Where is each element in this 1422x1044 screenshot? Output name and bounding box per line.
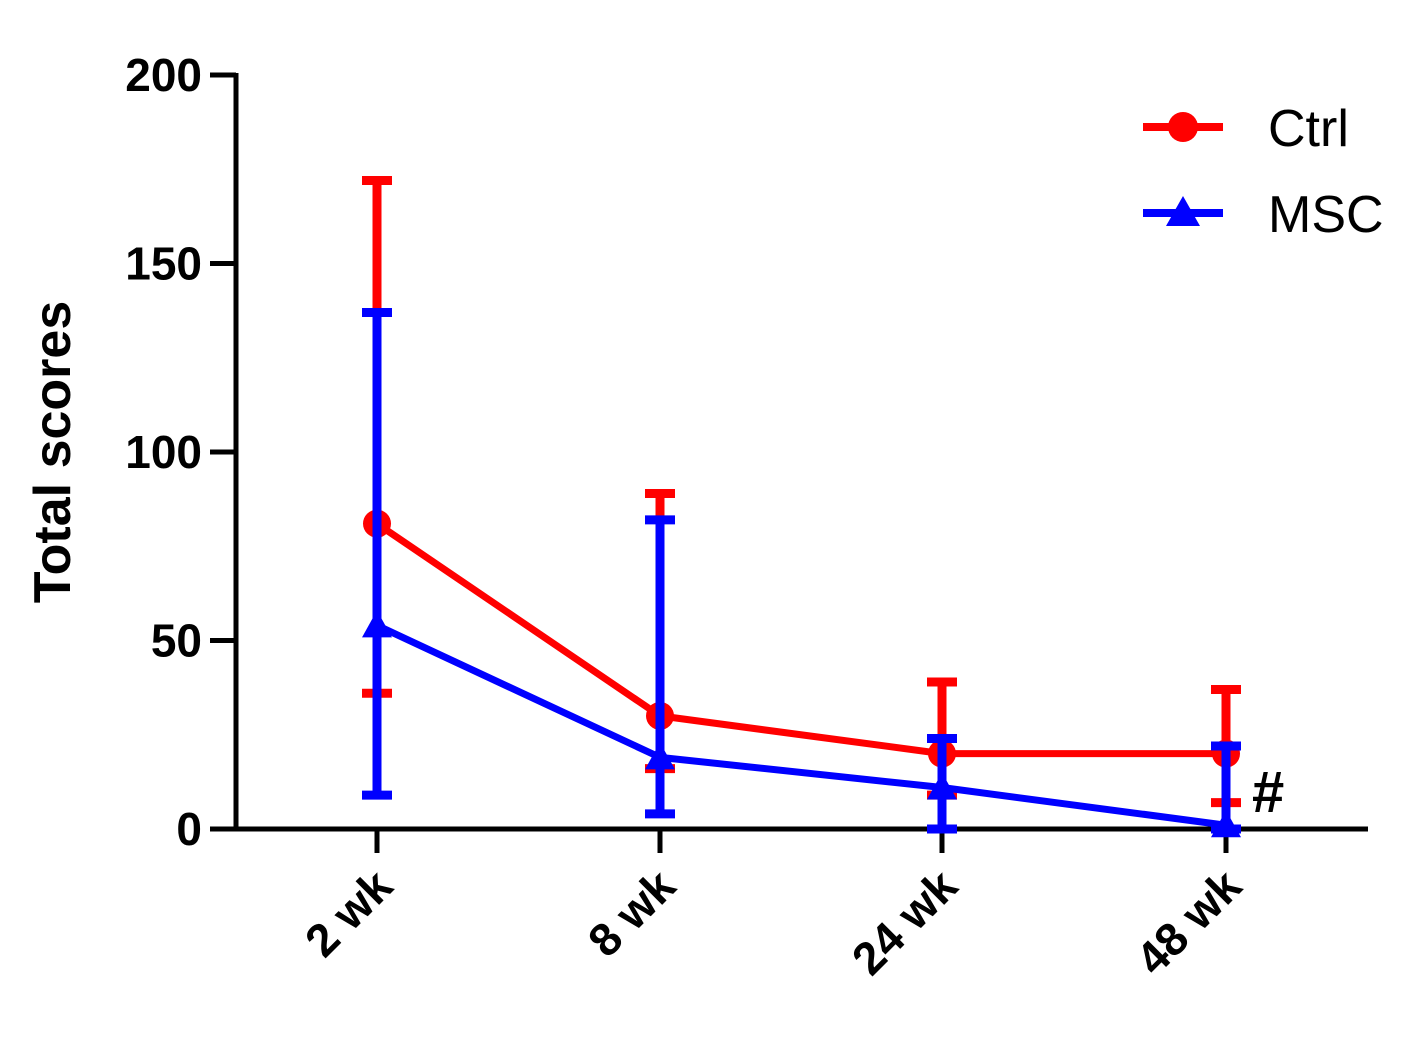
x-axis: 2 wk 8 wk 24 wk 48 wk [234, 826, 1368, 985]
legend-marker [1166, 196, 1200, 226]
x-tick-label: 2 wk [295, 859, 403, 967]
y-tick-label: 0 [176, 803, 202, 855]
series-line [375, 520, 1226, 758]
data-point [927, 772, 957, 800]
legend-marker [1168, 112, 1198, 142]
data-point [362, 610, 392, 638]
legend-item-msc: MSC [1143, 186, 1384, 244]
x-tick-label: 48 wk [1126, 859, 1252, 985]
x-tick-label: 8 wk [578, 859, 686, 967]
legend-item-ctrl: Ctrl [1143, 100, 1349, 158]
significance-annotation: # [1252, 760, 1284, 825]
y-tick-label: 150 [125, 238, 202, 290]
data-point [645, 742, 675, 770]
data-point [1211, 810, 1241, 838]
series-ctrl [362, 176, 1241, 808]
y-axis: 0 50 100 150 200 [125, 49, 239, 855]
series-layer [362, 176, 1241, 838]
legend: Ctrl MSC [1143, 100, 1384, 244]
y-axis-title: Total scores [24, 301, 82, 603]
y-tick-label: 100 [125, 426, 202, 478]
legend-label: Ctrl [1268, 100, 1349, 158]
legend-label: MSC [1268, 186, 1384, 244]
x-tick-label: 24 wk [842, 859, 968, 985]
y-tick-label: 200 [125, 49, 202, 101]
y-tick-label: 50 [151, 615, 202, 667]
series-msc [362, 308, 1241, 838]
series-line [375, 622, 1227, 829]
